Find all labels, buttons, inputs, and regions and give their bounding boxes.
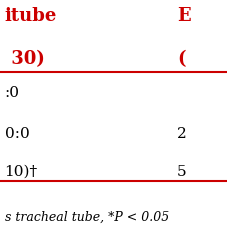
Text: 0:0: 0:0: [5, 127, 29, 141]
Text: (: (: [177, 50, 186, 68]
Text: itube: itube: [5, 7, 57, 25]
Text: s tracheal tube, *P < 0.05: s tracheal tube, *P < 0.05: [5, 210, 169, 223]
Text: 5: 5: [177, 165, 187, 179]
Text: E: E: [177, 7, 191, 25]
Text: 2: 2: [177, 127, 187, 141]
Text: :0: :0: [5, 86, 20, 100]
Text: 30): 30): [5, 50, 44, 68]
Text: 10)†: 10)†: [5, 165, 38, 179]
